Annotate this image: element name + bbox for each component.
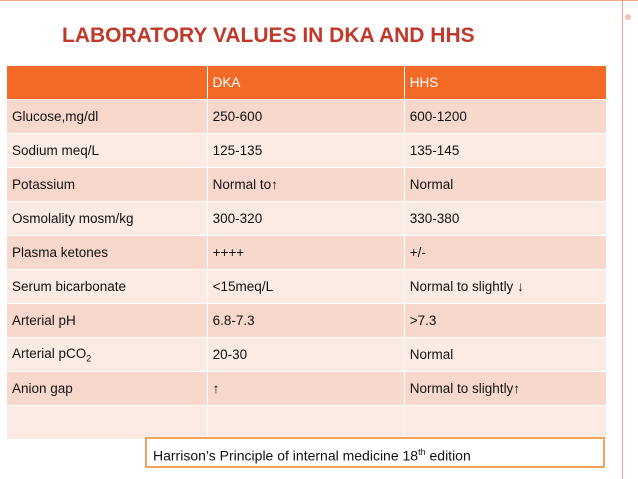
reference-box: Harrison’s Principle of internal medicin…	[145, 437, 605, 468]
table-row: Sodium meq/L 125-135 135-145	[7, 133, 608, 168]
hhs-value-cell	[404, 405, 608, 440]
table-row	[7, 405, 608, 440]
table-row: Osmolality mosm/kg 300-320 330-380	[7, 201, 608, 236]
dka-value-cell: <15meq/L	[207, 269, 405, 304]
parameter-label: Osmolality mosm/kg	[12, 211, 134, 226]
hhs-value-cell: Normal to slightly↑	[404, 371, 608, 406]
table-row: Plasma ketones ++++ +/-	[7, 235, 608, 270]
parameter-label: Potassium	[12, 177, 76, 192]
parameter-cell: Glucose,mg/dl	[7, 99, 208, 134]
parameter-cell: Arterial pCO2	[7, 337, 208, 372]
header-cell-empty	[7, 66, 208, 100]
dka-value-cell: 20-30	[207, 337, 405, 372]
table-row: Arterial pH 6.8-7.3 >7.3	[7, 303, 608, 338]
dka-value-cell: 6.8-7.3	[207, 303, 405, 338]
parameter-label: Sodium meq/L	[12, 143, 100, 158]
slide-right-border	[622, 0, 623, 479]
parameter-label: Arterial pCO	[12, 345, 87, 361]
parameter-cell: Serum bicarbonate	[7, 269, 208, 304]
dka-value-cell: 125-135	[207, 133, 405, 168]
hhs-value-cell: 600-1200	[404, 99, 608, 134]
dka-value-cell: 250-600	[207, 99, 405, 134]
hhs-value-cell: Normal	[404, 167, 608, 202]
parameter-cell	[7, 405, 208, 440]
hhs-value-cell: Normal	[404, 337, 608, 372]
table-row: Potassium Normal to↑ Normal	[7, 167, 608, 202]
reference-edition: edition	[425, 447, 471, 464]
table-header-row: DKA HHS	[7, 66, 608, 100]
dka-value-cell	[207, 405, 405, 440]
table-body: Glucose,mg/dl 250-600 600-1200 Sodium meq/L…	[7, 99, 608, 440]
parameter-cell: Arterial pH	[7, 303, 208, 338]
table-row: Anion gap ↑ Normal to slightly↑	[7, 371, 608, 406]
parameter-cell: Potassium	[7, 167, 208, 202]
parameter-label: Arterial pH	[12, 313, 76, 328]
parameter-label: Serum bicarbonate	[12, 279, 127, 294]
slide-top-border	[0, 0, 638, 1]
header-cell-dka: DKA	[207, 66, 405, 100]
lab-values-table: DKA HHS Glucose,mg/dl 250-600 600-1200 Sodi…	[7, 66, 608, 440]
parameter-label-subscript: 2	[86, 353, 92, 364]
hhs-value-cell: Normal to slightly ↓	[404, 269, 608, 304]
parameter-cell: Sodium meq/L	[7, 133, 208, 168]
table-row: Serum bicarbonate <15meq/L Normal to sligh…	[7, 269, 608, 304]
hhs-value-cell: 135-145	[404, 133, 608, 168]
reference-text: Harrison’s Principle of internal medicin…	[153, 447, 419, 464]
table-row: Arterial pCO2 20-30 Normal	[7, 337, 608, 372]
parameter-label: Plasma ketones	[12, 245, 109, 260]
parameter-cell: Plasma ketones	[7, 235, 208, 270]
dka-value-cell: 300-320	[207, 201, 405, 236]
hhs-value-cell: >7.3	[404, 303, 608, 338]
dka-value-cell: ↑	[207, 371, 405, 406]
dka-value-cell: ++++	[207, 235, 405, 270]
decorative-dot	[625, 14, 631, 20]
header-cell-hhs: HHS	[404, 66, 608, 100]
parameter-cell: Osmolality mosm/kg	[7, 201, 208, 236]
reference-superscript: th	[418, 447, 426, 457]
parameter-cell: Anion gap	[7, 371, 208, 406]
table-row: Glucose,mg/dl 250-600 600-1200	[7, 99, 608, 134]
hhs-value-cell: +/-	[404, 235, 608, 270]
hhs-value-cell: 330-380	[404, 201, 608, 236]
slide-title: LABORATORY VALUES IN DKA AND HHS	[62, 24, 475, 47]
parameter-label: Anion gap	[12, 381, 73, 396]
dka-value-cell: Normal to↑	[207, 167, 405, 202]
parameter-label: Glucose,mg/dl	[12, 109, 99, 124]
